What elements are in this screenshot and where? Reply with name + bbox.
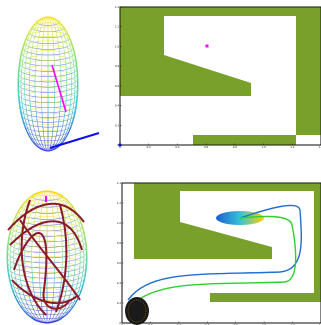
x-tick-label: 1.4: [319, 145, 321, 149]
y-tick-label: 0.4: [115, 104, 119, 108]
bottom-ellipsoid-mesh: [6, 190, 88, 324]
x-tick-label: 0.8: [234, 323, 238, 325]
y-tick-label: 0: [117, 143, 119, 147]
agent-marker: [205, 44, 209, 48]
y-tick-label: 0.8: [115, 64, 119, 68]
x-tick-label: 0.8: [233, 145, 237, 149]
x-tick-label: 1.2: [291, 323, 295, 325]
y-tick-label: 1.2: [115, 25, 119, 29]
x-tick-label: 0: [119, 145, 121, 149]
x-tick-label: 1.0: [262, 323, 266, 325]
x-tick-label: 0.4: [175, 145, 179, 149]
top-ellipsoid-mesh: [17, 16, 100, 152]
wall-region: [134, 183, 321, 302]
y-tick-label: 1.0: [117, 221, 121, 225]
ray-line: [49, 131, 100, 150]
y-tick-label: 0: [119, 321, 121, 325]
x-tick-label: 1.2: [290, 145, 294, 149]
x-tick-label: 0.6: [205, 323, 209, 325]
y-tick-label: 1.0: [115, 44, 119, 48]
x-tick-label: 0: [121, 323, 123, 325]
x-tick-label: 1.4: [319, 323, 321, 325]
y-tick-label: 1.4: [115, 5, 119, 9]
y-tick-label: 0.2: [117, 301, 121, 305]
wall-region: [120, 7, 321, 145]
x-tick-label: 0.2: [147, 145, 151, 149]
top-map-panel: 1.41.21.00.80.60.40.200 0.2 0.4 0.6 0.8 1.0 1.…: [115, 5, 321, 149]
x-tick-label: 0.4: [177, 323, 181, 325]
path-green: [129, 215, 297, 307]
x-tick-label: 0.6: [204, 145, 208, 149]
y-tick-label: 1.4: [117, 181, 121, 185]
trajectory-curves: [7, 199, 85, 316]
y-tick-label: 0.8: [117, 241, 121, 245]
y-tick-label: 0.4: [117, 281, 121, 285]
y-tick-label: 0.2: [115, 123, 119, 127]
heading-line: [51, 64, 67, 113]
x-tick-label: 1.0: [262, 145, 266, 149]
y-tick-label: 0.6: [117, 261, 121, 265]
y-tick-label: 1.2: [117, 201, 121, 205]
bottom-map-panel: 1.41.21.00.80.60.40.2000.20.40.60.81.01.…: [117, 181, 321, 325]
x-tick-label: 0.2: [148, 323, 152, 325]
y-tick-label: 0.6: [115, 84, 119, 88]
start-ellipsoid: [125, 297, 149, 325]
